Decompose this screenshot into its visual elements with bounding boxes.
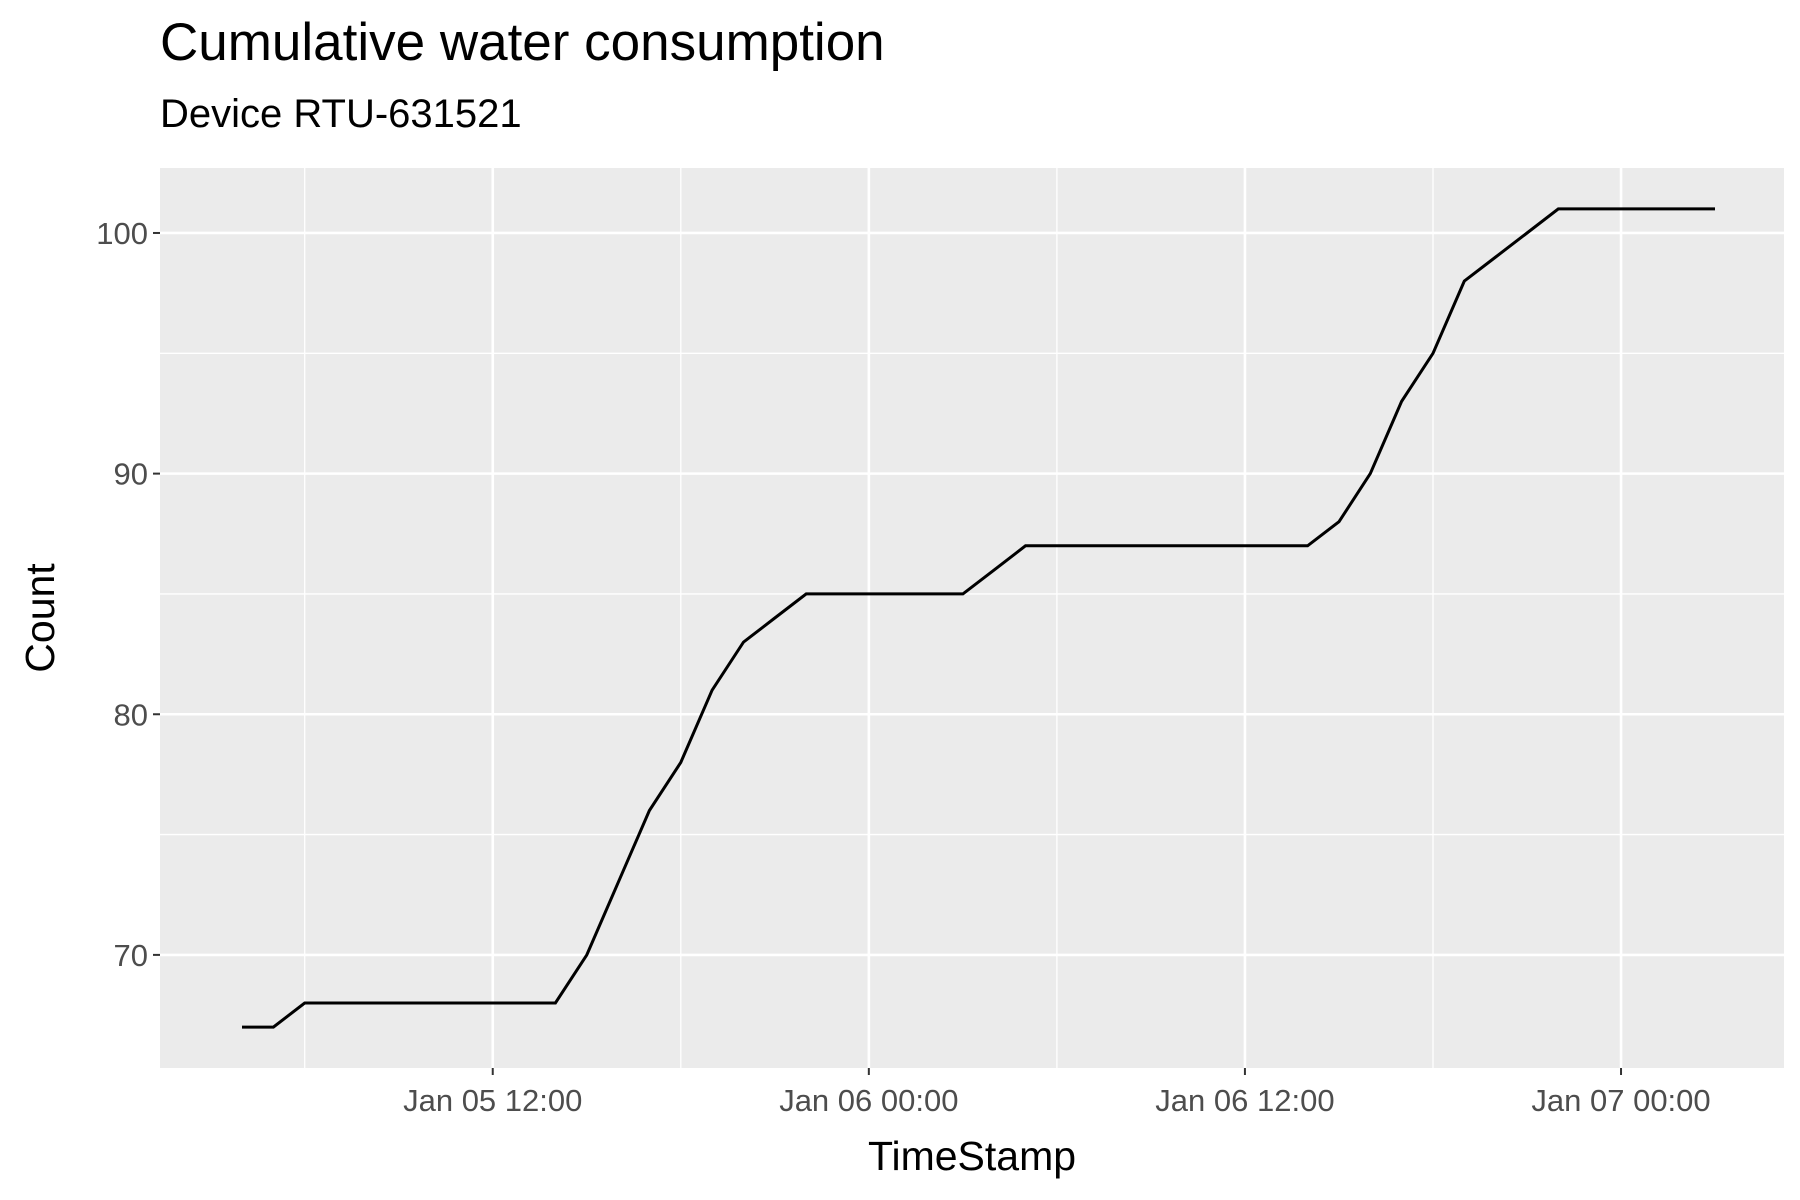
x-tick-label: Jan 05 12:00 — [403, 1083, 582, 1118]
plot-panel — [160, 168, 1784, 1068]
x-tick-label: Jan 07 00:00 — [1531, 1083, 1710, 1118]
chart-subtitle: Device RTU-631521 — [160, 92, 522, 136]
x-axis: Jan 05 12:00 Jan 06 00:00 Jan 06 12:00 Jan … — [403, 1068, 1711, 1118]
y-tick-label: 80 — [114, 697, 148, 732]
y-tick-label: 90 — [114, 457, 148, 492]
y-tick-label: 70 — [114, 938, 148, 973]
x-tick-label: Jan 06 00:00 — [779, 1083, 958, 1118]
major-gridlines — [160, 168, 1784, 1068]
y-axis: 70 80 90 100 — [96, 216, 160, 973]
x-tick-label: Jan 06 12:00 — [1155, 1083, 1334, 1118]
minor-gridlines — [160, 168, 1784, 1068]
y-axis-title: Count — [17, 563, 63, 673]
chart-title: Cumulative water consumption — [160, 13, 885, 72]
series-line — [242, 207, 1715, 1029]
y-tick-label: 100 — [96, 216, 148, 251]
x-axis-title: TimeStamp — [868, 1133, 1076, 1179]
